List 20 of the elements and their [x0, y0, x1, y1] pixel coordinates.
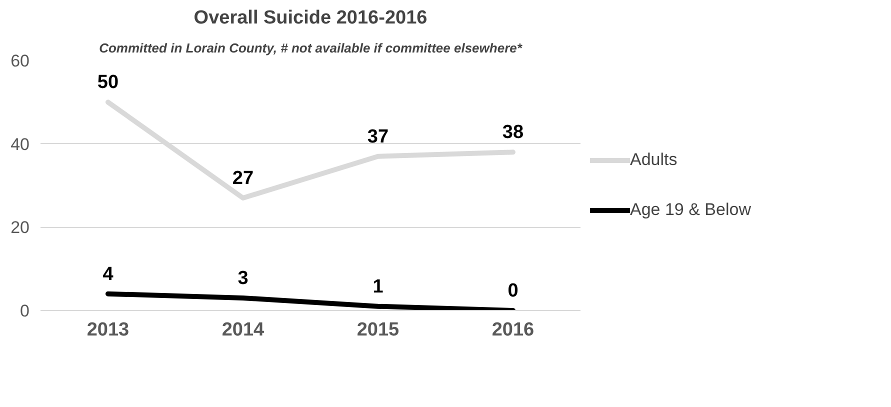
data-label: 4: [102, 264, 114, 285]
x-tick-label: 2016: [492, 320, 534, 340]
x-tick-label: 2014: [222, 320, 265, 340]
y-tick-label: 20: [10, 218, 30, 238]
data-label: 27: [232, 168, 254, 189]
data-label: 50: [97, 72, 119, 94]
data-label: 38: [502, 122, 524, 144]
data-label: 3: [238, 268, 248, 289]
data-label: 1: [372, 276, 384, 298]
y-tick-label: 0: [20, 302, 30, 320]
x-tick-label: 2015: [356, 320, 400, 340]
chart-subtitle: Committed in Lorain County, # not available if committee elsewhere*: [99, 40, 523, 56]
chart-title: Overall Suicide 2016-2016: [194, 8, 428, 28]
y-tick-label: 60: [10, 52, 30, 70]
y-tick-label: 40: [10, 134, 30, 154]
data-label: 37: [367, 126, 389, 148]
legend-label: Age 19 & Below: [630, 200, 751, 220]
x-tick-label: 2013: [86, 320, 130, 340]
legend-label: Adults: [630, 150, 678, 170]
data-label: 0: [508, 280, 518, 302]
